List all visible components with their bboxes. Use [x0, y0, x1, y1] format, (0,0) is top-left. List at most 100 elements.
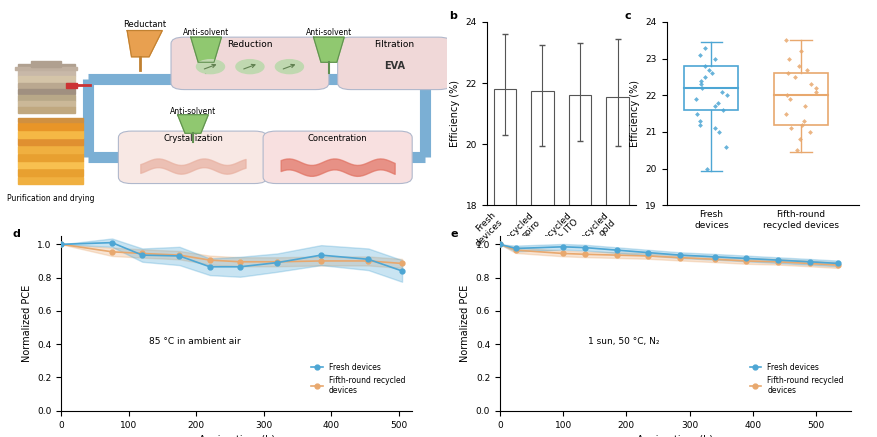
Bar — [18, 146, 83, 153]
Point — [693, 52, 707, 59]
Point — [794, 48, 808, 55]
Y-axis label: Normalized PCE: Normalized PCE — [22, 285, 32, 362]
Point — [690, 110, 704, 117]
Point — [803, 128, 817, 135]
Bar — [18, 154, 83, 161]
Bar — [18, 64, 75, 70]
Point — [719, 92, 733, 99]
Bar — [18, 161, 83, 168]
Bar — [18, 70, 75, 76]
Point — [715, 88, 729, 95]
Text: c: c — [624, 11, 631, 21]
Point — [809, 84, 824, 91]
Point — [708, 103, 722, 110]
Point — [782, 55, 796, 62]
Point — [695, 84, 709, 91]
Bar — [18, 107, 75, 113]
Point — [695, 77, 709, 84]
FancyBboxPatch shape — [263, 131, 412, 184]
Point — [780, 110, 794, 117]
FancyBboxPatch shape — [171, 37, 329, 90]
Bar — [18, 95, 75, 101]
Y-axis label: Efficiency (%): Efficiency (%) — [630, 80, 639, 147]
Y-axis label: Normalized PCE: Normalized PCE — [460, 285, 470, 362]
Point — [705, 70, 719, 77]
Legend: Fresh devices, Fifth-round recycled
devices: Fresh devices, Fifth-round recycled devi… — [746, 360, 847, 398]
Point — [708, 55, 722, 62]
Point — [693, 118, 707, 125]
Point — [792, 62, 806, 69]
Point — [694, 81, 708, 88]
Bar — [774, 73, 828, 125]
Point — [693, 121, 707, 128]
Bar — [18, 177, 83, 184]
Text: Anti-solvent: Anti-solvent — [170, 107, 216, 116]
Bar — [18, 131, 83, 138]
Text: b: b — [450, 11, 457, 21]
FancyBboxPatch shape — [338, 37, 452, 90]
Point — [702, 66, 717, 73]
Point — [790, 147, 804, 154]
Circle shape — [275, 60, 303, 74]
Polygon shape — [191, 37, 221, 62]
Bar — [18, 139, 83, 145]
Bar — [18, 76, 75, 82]
Point — [809, 88, 823, 95]
Point — [711, 99, 725, 106]
Polygon shape — [127, 31, 162, 57]
Bar — [569, 95, 591, 437]
Bar — [66, 83, 77, 88]
Text: Crystallization: Crystallization — [163, 135, 223, 143]
Bar — [494, 89, 516, 437]
Point — [719, 143, 733, 150]
Polygon shape — [178, 114, 209, 133]
Text: d: d — [12, 229, 20, 239]
Bar — [684, 66, 738, 110]
Text: Anti-solvent: Anti-solvent — [306, 28, 352, 38]
Bar — [18, 89, 75, 94]
Point — [697, 62, 711, 69]
Bar — [18, 69, 75, 118]
Polygon shape — [314, 37, 344, 62]
Bar — [607, 97, 629, 437]
Bar — [18, 101, 75, 107]
Point — [793, 136, 807, 143]
Bar — [18, 118, 83, 122]
Text: Reduction: Reduction — [227, 41, 273, 49]
Point — [804, 81, 818, 88]
Bar — [531, 91, 553, 437]
Point — [788, 73, 802, 80]
Point — [708, 125, 722, 132]
Bar — [16, 66, 77, 70]
Text: Anti-solvent: Anti-solvent — [183, 28, 229, 38]
Text: e: e — [451, 229, 459, 239]
Text: Reductant: Reductant — [123, 20, 167, 29]
Point — [698, 44, 712, 51]
Circle shape — [236, 60, 264, 74]
Point — [780, 92, 794, 99]
Bar — [18, 83, 75, 88]
Text: 85 °C in ambient air: 85 °C in ambient air — [149, 337, 240, 347]
Bar — [18, 169, 83, 176]
Point — [698, 73, 712, 80]
Y-axis label: Efficiency (%): Efficiency (%) — [450, 80, 460, 147]
Point — [689, 95, 703, 102]
Point — [717, 107, 731, 114]
Text: Concentration: Concentration — [308, 135, 367, 143]
Text: EVA: EVA — [384, 61, 405, 70]
Point — [701, 165, 715, 172]
Bar — [18, 122, 83, 184]
Point — [712, 128, 726, 135]
Text: 1 sun, 50 °C, N₂: 1 sun, 50 °C, N₂ — [588, 337, 660, 347]
Point — [795, 121, 809, 128]
Point — [781, 70, 795, 77]
Point — [779, 37, 793, 44]
X-axis label: Ageing time (h): Ageing time (h) — [199, 435, 275, 437]
X-axis label: Ageing time (h): Ageing time (h) — [638, 435, 713, 437]
Point — [783, 95, 797, 102]
Point — [800, 66, 814, 73]
Point — [797, 103, 811, 110]
Bar — [31, 61, 61, 66]
Point — [797, 118, 811, 125]
Circle shape — [196, 60, 225, 74]
